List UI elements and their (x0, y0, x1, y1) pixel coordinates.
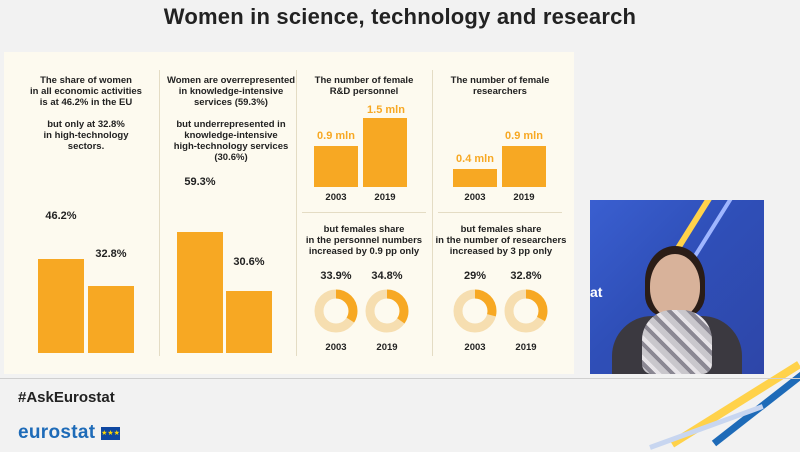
donut-label-res-2019: 32.8% (510, 270, 542, 282)
bar-high-tech (88, 286, 134, 353)
donut-rd-2003 (313, 288, 359, 334)
hashtag: #AskEurostat (18, 389, 115, 406)
panel-1-text: The share of women in all economic activ… (30, 75, 142, 152)
bar-all-activities (38, 258, 84, 353)
bar-rd-2003 (314, 145, 358, 187)
year-label: 2019 (513, 192, 535, 203)
donut-label-res-2003: 29% (463, 270, 487, 282)
bar-res-2019 (502, 145, 546, 187)
year-label: 2003 (325, 192, 347, 203)
bar-label-high-tech: 32.8% (95, 248, 127, 260)
year-label: 2003 (325, 342, 347, 353)
year-label: 2019 (515, 342, 537, 353)
donut-label-rd-2019: 34.8% (371, 270, 403, 282)
donut-res-2019 (503, 288, 549, 334)
footer-separator (0, 378, 800, 379)
panel-3-text: The number of female R&D personnel (314, 75, 414, 97)
donut-share-arc (504, 289, 548, 333)
presenter-face (650, 254, 700, 318)
donut-label-rd-2003: 33.9% (320, 270, 352, 282)
panel-4-text: The number of female researchers (450, 75, 550, 97)
panel-divider-2 (296, 70, 297, 356)
slide-title: Women in science, technology and researc… (163, 4, 637, 29)
infographic-slide: The share of women in all economic activ… (4, 52, 574, 374)
year-label: 2003 (464, 192, 486, 203)
bar-label-res-2003: 0.4 mln (456, 153, 494, 165)
presenter-scarf (642, 310, 712, 374)
donut-rd-2019 (364, 288, 410, 334)
panel-3-separator (302, 212, 426, 213)
eu-flag-icon: ★★★ (101, 427, 120, 440)
panel-2-text: Women are overrepresented in knowledge-i… (166, 75, 296, 163)
bar-label-rd-2019: 1.5 mln (367, 104, 405, 116)
panel-4-subtext: but females share in the number of resea… (435, 224, 567, 257)
webcam-background-text: at (590, 284, 603, 300)
panel-4-separator (438, 212, 562, 213)
year-label: 2003 (464, 342, 486, 353)
bar-label-rd-2003: 0.9 mln (317, 130, 355, 142)
panel-3-subtext: but females share in the personnel numbe… (305, 224, 423, 257)
webcam-feed: at (590, 200, 764, 374)
donut-share-arc (365, 289, 409, 333)
donut-share-arc (314, 289, 358, 333)
bar-label-kis: 59.3% (184, 176, 216, 188)
bar-kis-hightech (226, 290, 272, 353)
bar-rd-2019 (363, 118, 407, 187)
bar-label-res-2019: 0.9 mln (505, 130, 543, 142)
year-label: 2019 (376, 342, 398, 353)
bar-res-2003 (453, 168, 497, 187)
year-label: 2019 (374, 192, 396, 203)
decorative-stripe (649, 404, 764, 450)
panel-divider-3 (432, 70, 433, 356)
donut-share-arc (453, 289, 497, 333)
eurostat-logo: eurostat (18, 422, 96, 443)
bar-label-kis-hightech: 30.6% (233, 256, 265, 268)
panel-divider-1 (159, 70, 160, 356)
bar-label-all-activities: 46.2% (45, 210, 77, 222)
bar-kis (177, 232, 223, 353)
donut-res-2003 (452, 288, 498, 334)
